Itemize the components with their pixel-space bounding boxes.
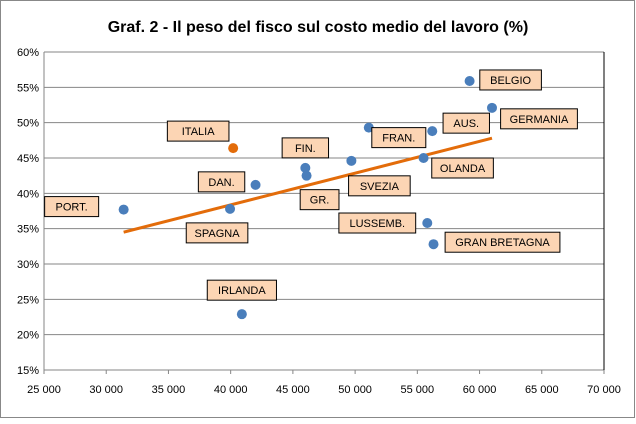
data-point <box>427 126 438 137</box>
y-tick-label: 25% <box>17 294 39 306</box>
x-tick-label: 30 000 <box>89 384 123 396</box>
x-tick-label: 25 000 <box>27 384 61 396</box>
point-label: DAN. <box>208 177 234 189</box>
point-label-box <box>281 137 330 159</box>
point-label: ITALIA <box>182 126 215 138</box>
data-point <box>118 204 129 215</box>
x-tick-label: 65 000 <box>525 384 559 396</box>
point-label-box <box>371 127 427 149</box>
point-label: BELGIO <box>490 75 531 87</box>
point-label-box <box>479 69 542 91</box>
point-label-box <box>166 120 230 142</box>
point-label-box <box>44 196 100 218</box>
x-tick-label: 60 000 <box>463 384 497 396</box>
data-point <box>225 203 236 214</box>
x-tick-label: 40 000 <box>214 384 248 396</box>
y-tick-label: 15% <box>17 365 39 377</box>
y-tick-label: 45% <box>17 153 39 165</box>
point-label-box <box>348 175 411 197</box>
point-label: GERMANIA <box>510 114 569 126</box>
y-tick-label: 20% <box>17 330 39 342</box>
point-label: OLANDA <box>440 163 486 175</box>
point-label: GRAN BRETAGNA <box>455 237 550 249</box>
point-label-box <box>197 171 246 193</box>
y-tick-label: 40% <box>17 188 39 200</box>
data-point <box>422 218 433 229</box>
chart-title: Graf. 2 - Il peso del fisco sul costo me… <box>108 19 529 36</box>
point-label-box <box>185 222 249 244</box>
point-label-box <box>299 189 340 211</box>
x-tick-label: 55 000 <box>401 384 435 396</box>
data-point <box>228 143 239 154</box>
x-tick-label: 35 000 <box>152 384 186 396</box>
y-tick-label: 60% <box>17 47 39 59</box>
point-label: GR. <box>310 195 330 207</box>
point-label-box <box>500 108 578 130</box>
x-tick-label: 45 000 <box>276 384 310 396</box>
x-tick-label: 50 000 <box>338 384 372 396</box>
data-point <box>300 162 311 173</box>
point-label: PORT. <box>56 202 88 214</box>
point-label: AUS. <box>453 118 479 130</box>
data-point <box>250 179 261 190</box>
data-point <box>428 239 439 250</box>
point-label-box <box>444 231 561 253</box>
point-label-box <box>338 212 417 234</box>
point-label: FRAN. <box>382 133 415 145</box>
point-label: FIN. <box>295 143 316 155</box>
data-point <box>301 170 312 181</box>
data-point <box>346 155 357 166</box>
point-label: IRLANDA <box>218 285 266 297</box>
data-point <box>236 309 247 320</box>
point-label: SVEZIA <box>360 181 400 193</box>
data-point <box>418 153 429 163</box>
y-tick-label: 30% <box>17 259 39 271</box>
y-tick-label: 35% <box>17 224 39 236</box>
trend-line <box>123 136 493 234</box>
y-tick-label: 55% <box>17 82 39 94</box>
point-label-box <box>206 279 277 301</box>
point-label: SPAGNA <box>195 228 241 240</box>
x-tick-label: 70 000 <box>587 384 621 396</box>
data-point <box>487 102 497 113</box>
point-label-box <box>431 157 494 179</box>
point-label: LUSSEMB. <box>349 218 405 230</box>
point-label-box <box>442 112 490 134</box>
data-point <box>464 75 475 86</box>
y-tick-label: 50% <box>17 118 39 130</box>
